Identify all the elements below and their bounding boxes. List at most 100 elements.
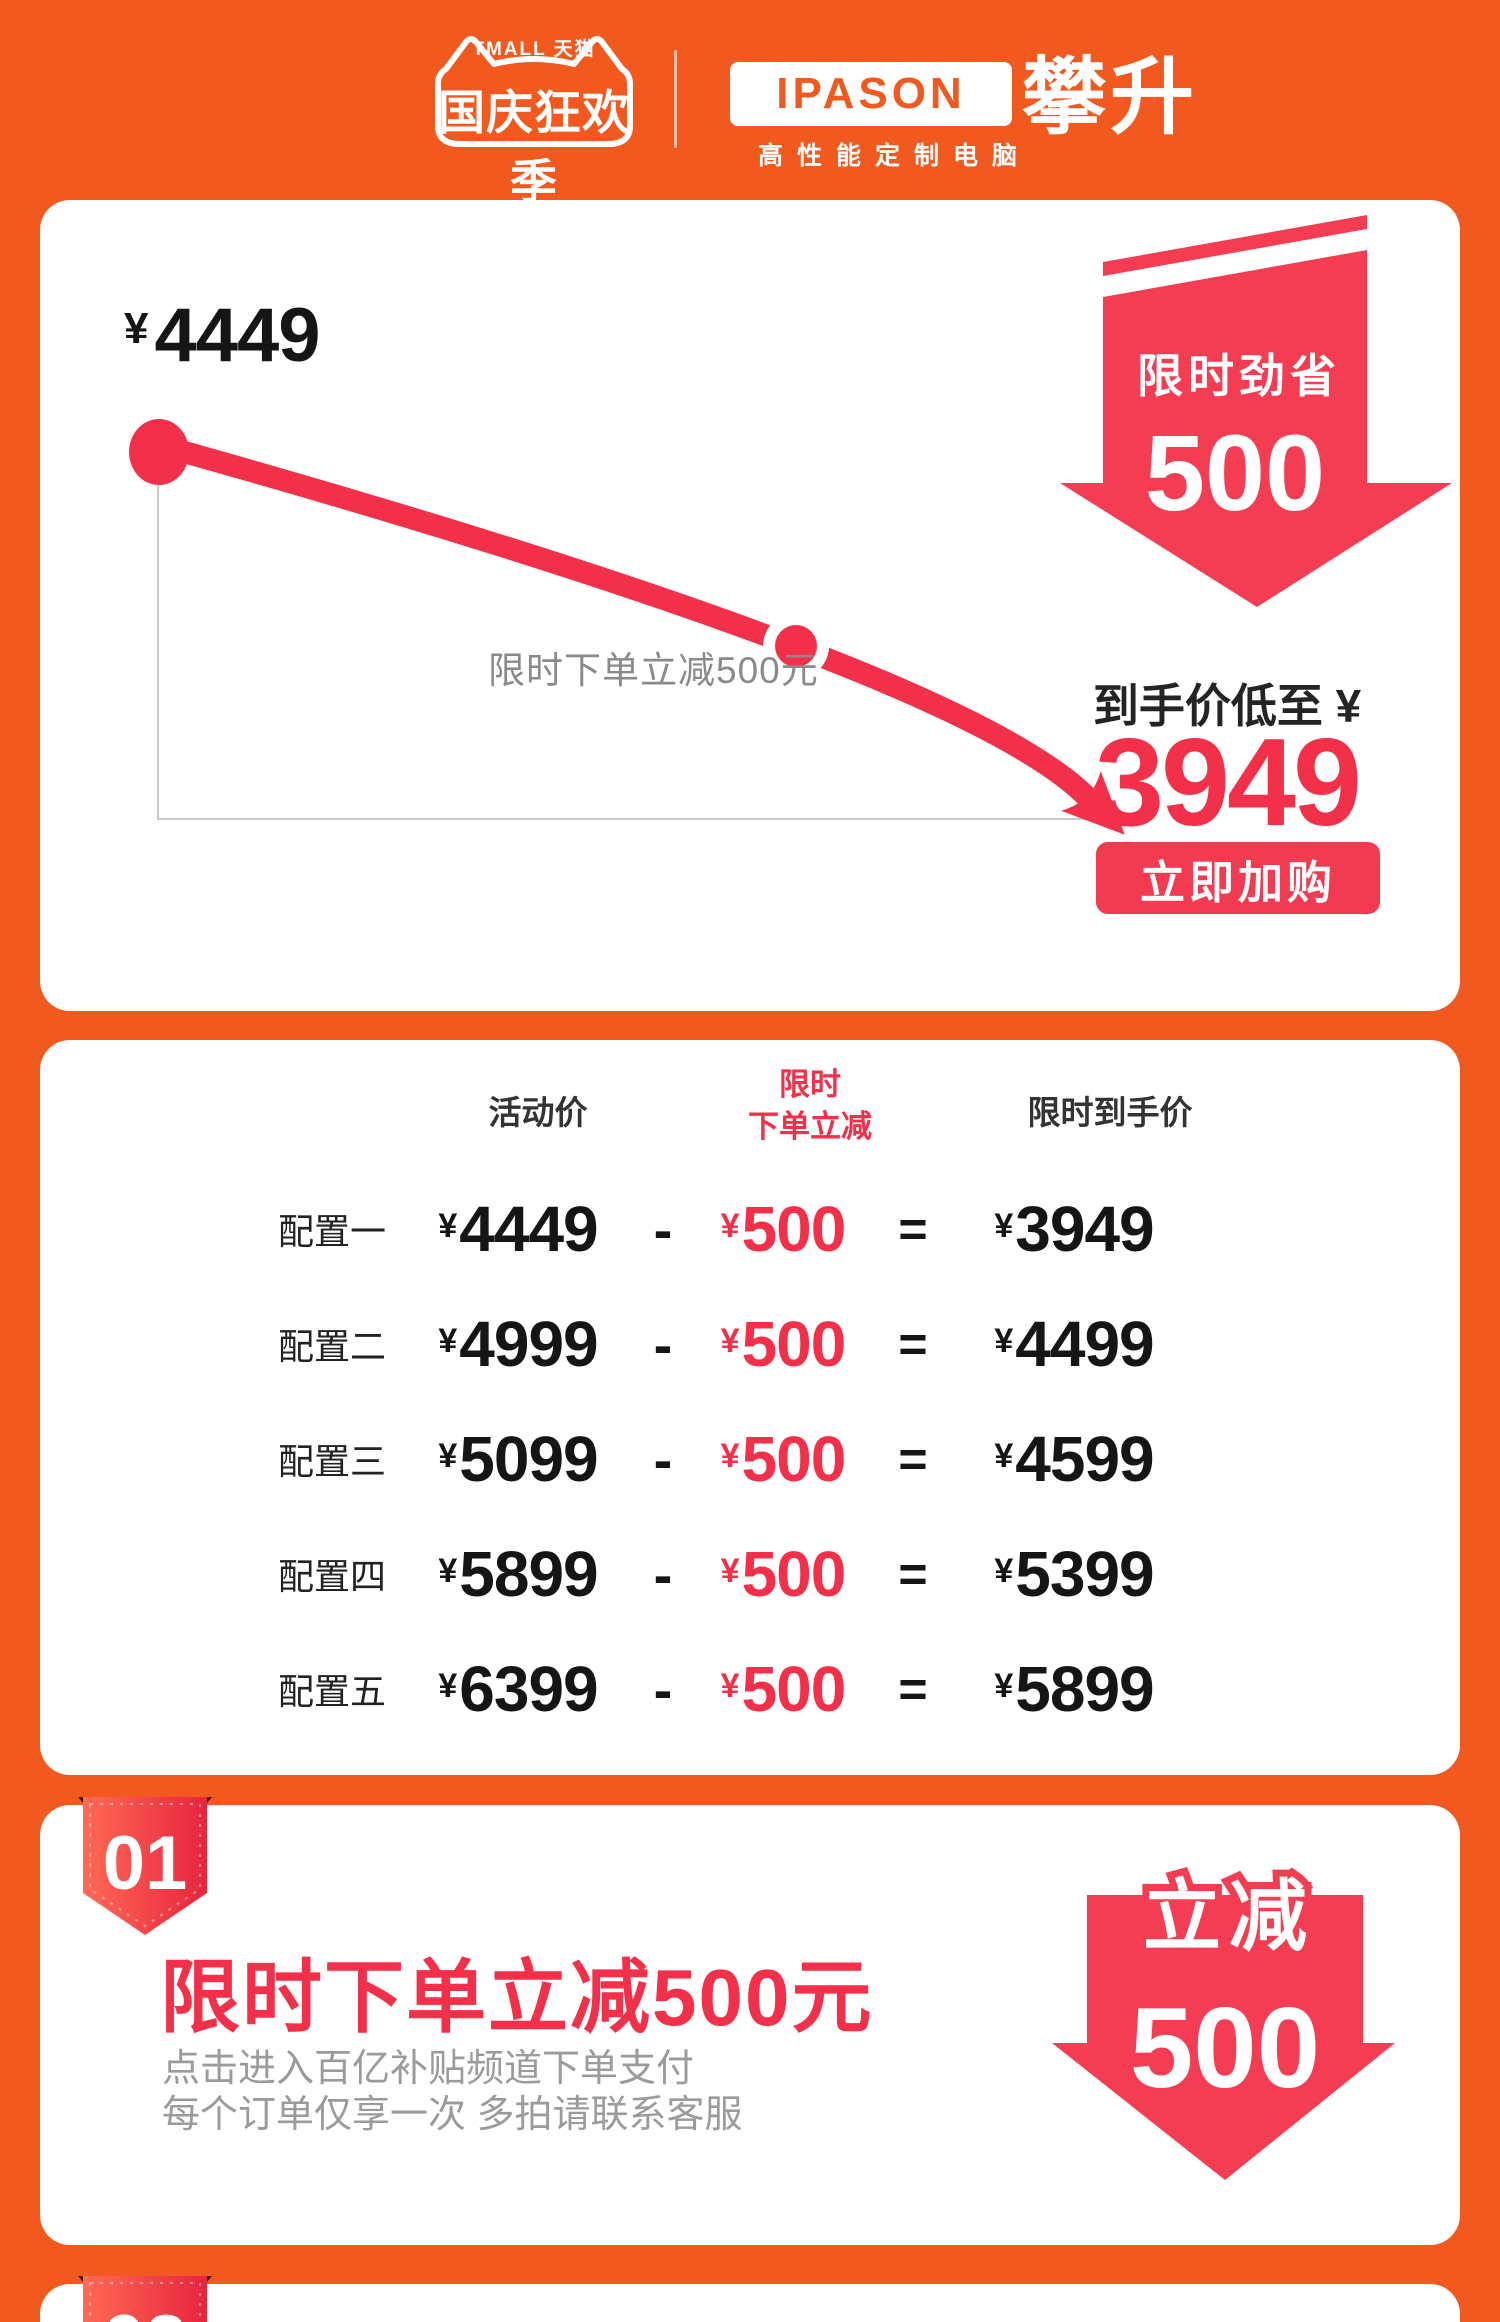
section-02-ribbon: 02 [78,2270,212,2322]
currency-symbol: ¥ [438,1667,458,1705]
table-row: 配置五 ¥6399 - ¥500 = ¥5899 [278,1643,1200,1735]
final-price: ¥5899 [948,1652,1200,1726]
discount-value: 500 [741,1423,847,1495]
column-header-discount: 限时 下单立减 [695,1064,925,1148]
curve-start-dot [129,419,189,485]
equals-sign: = [898,1316,928,1372]
brand-name: 攀升 [1022,50,1199,144]
currency-symbol: ¥ [720,1437,740,1475]
minus-sign: - [653,1657,673,1721]
discount-value: 500 [741,1538,847,1610]
discount-amount: ¥500 [688,1192,878,1266]
table-row: 配置二 ¥4999 - ¥500 = ¥4499 [278,1298,1200,1390]
minus-sign: - [653,1542,673,1606]
column-header-final-price: 限时到手价 [1027,1094,1193,1131]
activity-price: ¥6399 [398,1652,638,1726]
discount-value: 500 [741,1308,847,1380]
activity-price-value: 4999 [459,1308,598,1380]
curve-arrowhead-icon [1061,771,1125,835]
currency-symbol: ¥ [438,1437,458,1475]
minus-sign: - [653,1427,673,1491]
final-price-value: 4499 [1015,1308,1154,1380]
final-price-value: 3949 [1095,714,1362,852]
discount-arrow-body [1052,1895,1395,2180]
section-01-subtitle: 点击进入百亿补贴频道下单支付 每个订单仅享一次 多拍请联系客服 [162,2047,743,2138]
currency-symbol: ¥ [438,1552,458,1590]
instant-discount-badge: 立减 500 [1052,1865,1395,2180]
currency-symbol: ¥ [438,1207,458,1245]
price-drop-curve [129,419,1125,835]
column-header-activity-price: 活动价 [488,1094,588,1131]
final-price: ¥4599 [948,1422,1200,1496]
start-price: ¥4449 [124,292,321,379]
price-table-card: 活动价 限时 下单立减 限时到手价 配置一 ¥4449 - ¥500 = ¥39… [40,1040,1460,1775]
minus-sign: - [653,1197,673,1261]
table-row: 配置一 ¥4449 - ¥500 = ¥3949 [278,1183,1200,1275]
currency-symbol: ¥ [994,1322,1014,1360]
discount-badge-amount: 500 [1130,1985,1320,2112]
currency-symbol: ¥ [994,1437,1014,1475]
currency-symbol: ¥ [994,1552,1014,1590]
currency-symbol: ¥ [994,1207,1014,1245]
discount-amount: ¥500 [688,1307,878,1381]
discount-value: 500 [741,1193,847,1265]
activity-price-value: 5899 [459,1538,598,1610]
chart-vertical-axis [157,485,159,818]
final-price-value: 5899 [1015,1653,1154,1725]
add-to-cart-button[interactable]: 立即加购 [1096,842,1380,914]
final-price-label: 到手价低至 ¥ [1092,680,1362,732]
equals-sign: = [898,1431,928,1487]
badge-top-stripe [1103,215,1367,276]
config-label: 配置五 [278,1671,387,1712]
discount-value: 500 [741,1653,847,1725]
activity-price: ¥4449 [398,1192,638,1266]
save-500-badge: 限时劲省 500 [1060,215,1452,607]
ribbon-body [83,2276,207,2322]
discount-amount: ¥500 [688,1422,878,1496]
final-price: ¥3949 [948,1192,1200,1266]
ipason-logo-text: IPASON [776,69,966,118]
save-badge-label: 限时劲省 [1137,350,1341,402]
tmall-cat-outline-icon [435,36,633,147]
final-price-value: 4599 [1015,1423,1154,1495]
final-price: ¥4499 [948,1307,1200,1381]
config-label: 配置四 [278,1556,387,1597]
currency-symbol: ¥ [438,1322,458,1360]
curve-discount-label: 限时下单立减500元 [488,650,819,691]
currency-symbol: ¥ [994,1667,1014,1705]
activity-price-value: 4449 [459,1193,598,1265]
ribbon-body [83,1797,207,1935]
column-header-discount-line2: 下单立减 [748,1108,872,1144]
header-divider [674,50,677,148]
save-badge-amount: 500 [1145,412,1325,533]
discount-amount: ¥500 [688,1652,878,1726]
table-row: 配置四 ¥5899 - ¥500 = ¥5399 [278,1528,1200,1620]
final-price-value: 5399 [1015,1538,1154,1610]
badge-arrow-body [1060,250,1452,607]
subtitle-line-1: 点击进入百亿补贴频道下单支付 [162,2048,695,2090]
chart-horizontal-axis [157,818,1097,820]
column-header-discount-line1: 限时 [779,1067,841,1102]
currency-symbol: ¥ [124,304,149,353]
section-01-title: 限时下单立减500元 [160,1953,874,2042]
minus-sign: - [653,1312,673,1376]
tmall-cat-logo: TMALL 天猫 国庆狂欢季 [420,32,648,208]
tmall-small-label: TMALL 天猫 [472,39,596,60]
campaign-title: 国庆狂欢季 [438,86,630,208]
activity-price: ¥5899 [398,1537,638,1611]
section-01-card: 01 限时下单立减500元 点击进入百亿补贴频道下单支付 每个订单仅享一次 多拍… [40,1797,1460,2245]
section-02-card: 02 [40,2276,1460,2322]
currency-symbol: ¥ [720,1207,740,1245]
subtitle-line-2: 每个订单仅享一次 多拍请联系客服 [162,2093,743,2136]
config-label: 配置一 [278,1211,387,1252]
start-price-value: 4449 [154,293,320,378]
currency-symbol: ¥ [720,1667,740,1705]
curve-mid-dot [775,625,817,667]
final-price: ¥5399 [948,1537,1200,1611]
equals-sign: = [898,1546,928,1602]
table-row: 配置三 ¥5099 - ¥500 = ¥4599 [278,1413,1200,1505]
section-01-ribbon: 01 [78,1791,212,1941]
equals-sign: = [898,1201,928,1257]
currency-symbol: ¥ [720,1552,740,1590]
